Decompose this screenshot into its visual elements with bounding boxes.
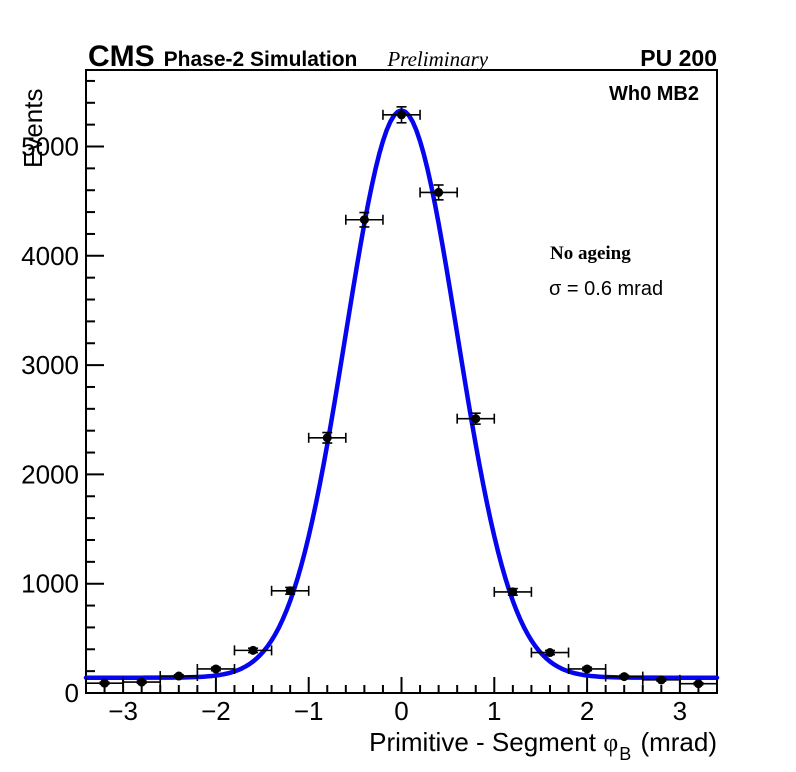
data-point: [419, 184, 458, 201]
data-marker: [174, 671, 184, 681]
x-title-prefix: Primitive - Segment: [369, 727, 604, 757]
x-axis-minor-ticks: [85, 685, 718, 693]
data-point: [679, 678, 718, 689]
data-point: [530, 647, 570, 658]
wheel-station-label: Wh0 MB2: [609, 83, 699, 105]
data-marker: [100, 678, 110, 688]
pileup-label: PU 200: [640, 45, 717, 71]
data-point: [159, 671, 199, 682]
data-marker: [508, 587, 518, 597]
svg-text:−1: −1: [294, 696, 324, 726]
ageing-annotation: No ageing: [550, 243, 631, 264]
data-points: [85, 106, 718, 689]
data-point: [307, 431, 347, 444]
y-axis-title: Events: [18, 88, 48, 169]
fit-curve: [83, 108, 720, 680]
svg-text:1: 1: [487, 696, 501, 726]
data-point: [382, 106, 421, 124]
svg-text:4000: 4000: [21, 241, 79, 271]
data-point: [233, 645, 273, 656]
phi-subscript: B: [619, 744, 632, 764]
data-point: [567, 663, 607, 674]
data-point: [345, 211, 384, 228]
data-marker: [582, 664, 592, 674]
data-point: [456, 412, 496, 425]
svg-text:−2: −2: [201, 696, 231, 726]
x-axis-tick-labels: −3 −2 −1 0 1 2 3: [108, 696, 687, 726]
data-marker: [322, 433, 332, 443]
x-title-suffix: (mrad): [633, 727, 717, 757]
svg-text:3: 3: [673, 696, 687, 726]
data-marker: [434, 187, 444, 197]
data-marker: [619, 672, 629, 682]
sigma-annotation: σ = 0.6 mrad: [549, 278, 664, 300]
data-marker: [248, 645, 258, 655]
svg-text:5000: 5000: [21, 132, 79, 162]
data-marker: [397, 110, 406, 120]
data-marker: [545, 648, 555, 658]
plot-frame: [85, 69, 718, 694]
y-axis-major-ticks: [86, 145, 104, 694]
svg-text:1000: 1000: [21, 569, 79, 599]
data-point: [493, 586, 533, 597]
svg-text:3000: 3000: [21, 350, 79, 380]
svg-text:0: 0: [394, 696, 408, 726]
cms-logo: CMS: [88, 40, 155, 73]
data-marker: [656, 675, 666, 685]
data-marker: [137, 677, 147, 687]
x-axis-major-ticks: [122, 677, 681, 693]
header-row: CMS Phase-2 Simulation Preliminary PU 20…: [88, 40, 717, 74]
data-marker: [211, 664, 221, 674]
svg-text:0: 0: [65, 678, 79, 708]
data-marker: [285, 586, 295, 596]
y-axis-tick-labels: 0 1000 2000 3000 4000 5000: [21, 132, 79, 708]
svg-text:−3: −3: [108, 696, 138, 726]
svg-text:2: 2: [580, 696, 594, 726]
data-point: [604, 671, 644, 682]
data-point: [196, 663, 236, 674]
phi-symbol: φ: [603, 728, 619, 757]
data-point: [270, 585, 310, 596]
phase-label: Phase-2 Simulation: [163, 48, 358, 71]
data-marker: [693, 679, 703, 689]
data-point: [85, 678, 124, 689]
x-axis-title: Primitive - Segment φB (mrad): [369, 727, 717, 764]
svg-text:2000: 2000: [21, 459, 79, 489]
y-axis-minor-ticks: [86, 79, 95, 673]
preliminary-label: Preliminary: [387, 47, 489, 71]
data-marker: [471, 414, 481, 424]
data-marker: [359, 215, 369, 225]
